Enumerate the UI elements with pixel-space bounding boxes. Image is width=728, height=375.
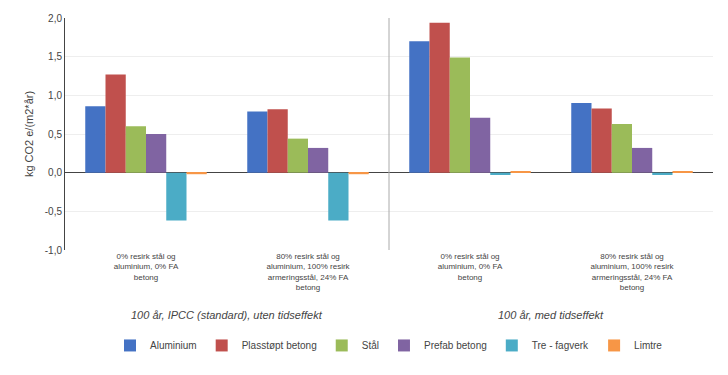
svg-text:1,0: 1,0 [48,90,62,101]
svg-text:Limtre: Limtre [634,340,662,351]
svg-text:-0,5: -0,5 [45,206,63,217]
svg-text:80% resirk stål ogaluminium, 1: 80% resirk stål ogaluminium, 100% resirk… [266,252,350,292]
svg-text:Plasstøpt betong: Plasstøpt betong [242,340,317,351]
svg-text:Aluminium: Aluminium [150,340,197,351]
svg-text:0% resirk stål ogaluminium, 0%: 0% resirk stål ogaluminium, 0% FAbetong [438,252,503,282]
svg-text:0,0: 0,0 [48,167,62,178]
svg-text:0% resirk stål ogaluminium, 0%: 0% resirk stål ogaluminium, 0% FAbetong [114,252,179,282]
svg-text:80% resirk stål ogaluminium, 1: 80% resirk stål ogaluminium, 100% resirk… [590,252,674,292]
svg-text:-1,0: -1,0 [45,245,63,256]
svg-text:kg CO2 e/(m2*år): kg CO2 e/(m2*år) [23,91,35,177]
svg-text:Stål: Stål [362,340,379,351]
svg-text:2,0: 2,0 [48,13,62,24]
svg-text:100 år, med tidseffekt: 100 år, med tidseffekt [498,309,604,321]
svg-text:Prefab betong: Prefab betong [424,340,487,351]
svg-text:1,5: 1,5 [48,51,62,62]
svg-text:0,5: 0,5 [48,129,62,140]
svg-text:100 år, IPCC (standard), uten: 100 år, IPCC (standard), uten tidseffekt [131,309,323,321]
svg-text:Tre - fagverk: Tre - fagverk [532,340,589,351]
